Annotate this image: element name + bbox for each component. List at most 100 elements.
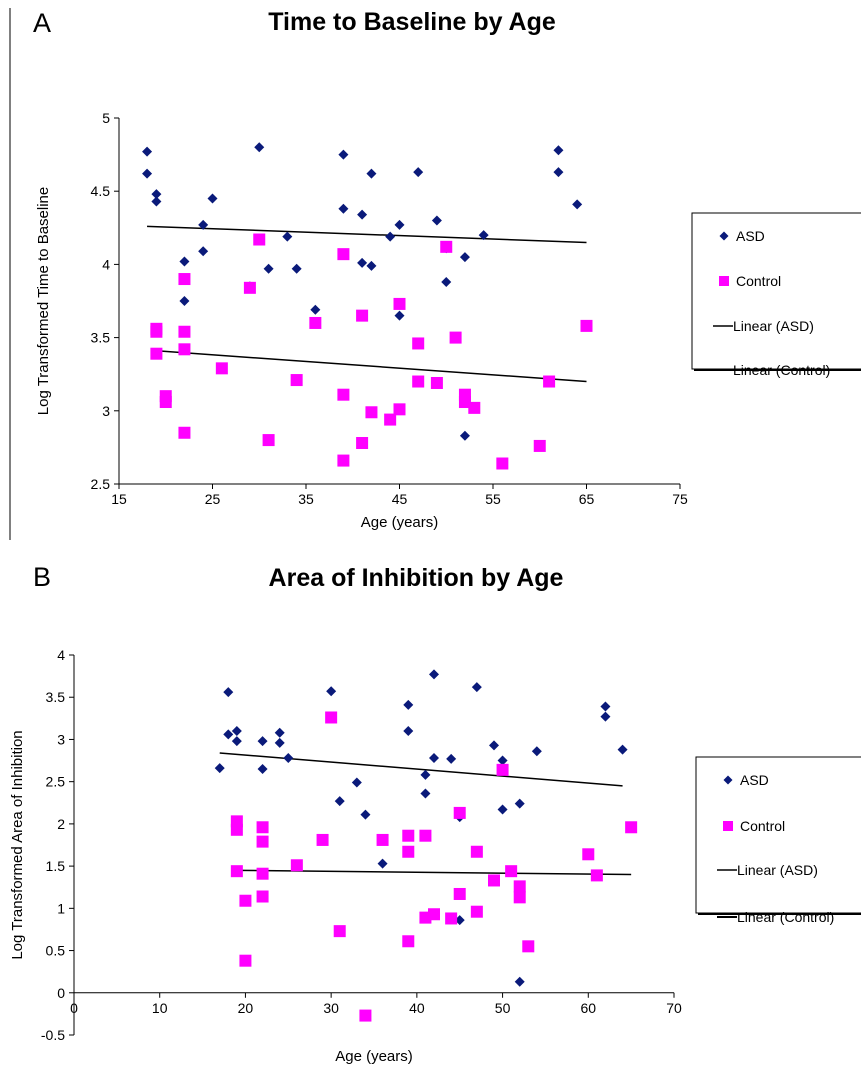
asd-point — [357, 209, 368, 220]
control-point — [440, 240, 453, 253]
control-point — [384, 413, 397, 426]
legend-control-marker — [723, 821, 733, 831]
asd-point — [413, 167, 424, 178]
asd-point — [326, 686, 337, 697]
legend-label: Linear (ASD) — [733, 318, 814, 334]
x-tick-label: 35 — [298, 491, 314, 507]
x-tick-label: 45 — [392, 491, 408, 507]
asd-point — [454, 915, 465, 926]
control-point — [522, 940, 535, 953]
asd-point — [471, 682, 482, 693]
asd-point — [600, 711, 611, 722]
asd-point — [420, 769, 431, 780]
asd-point — [489, 740, 499, 751]
legend-asd-marker — [723, 775, 733, 785]
asd-point — [151, 189, 162, 200]
asd-point — [459, 430, 470, 441]
asd-point — [179, 256, 190, 267]
x-tick-label: 40 — [409, 1000, 425, 1016]
x-tick-label: 75 — [672, 491, 688, 507]
x-tick-label: 50 — [495, 1000, 511, 1016]
control-point — [496, 763, 509, 776]
legend-label: ASD — [740, 772, 769, 788]
asd-point — [394, 310, 405, 321]
control-point — [468, 401, 481, 414]
asd-point — [531, 746, 542, 757]
control-point — [402, 829, 415, 842]
control-point — [256, 867, 269, 880]
control-point — [580, 319, 593, 332]
legend-label: Control — [740, 818, 785, 834]
control-point — [325, 711, 338, 724]
y-tick-label: 0.5 — [46, 943, 66, 959]
asd-point — [459, 252, 470, 263]
control-point — [178, 426, 191, 439]
control-point — [333, 925, 346, 938]
y-axis-label: Log Transformed Area of Inhibition — [9, 730, 26, 959]
asd-point — [142, 168, 153, 179]
asd-point — [231, 726, 242, 736]
control-point — [582, 848, 595, 861]
asd-point — [231, 736, 242, 747]
trendline-linear-asd — [219, 752, 623, 787]
x-tick-label: 15 — [111, 491, 127, 507]
y-tick-label: 3.5 — [91, 330, 111, 346]
legend-label: Linear (Control) — [737, 909, 834, 925]
y-tick-label: 2.5 — [46, 774, 66, 790]
chart-title: Area of Inhibition by Age — [269, 564, 564, 592]
legend-label: Linear (ASD) — [737, 862, 818, 878]
y-tick-label: 4 — [57, 647, 65, 663]
x-axis-label: Age (years) — [361, 514, 439, 531]
chart-area-of-inhibition: Area of Inhibition by Age -0.5 0 0.5 1 1.5 2 2.… — [9, 564, 861, 1065]
control-point — [445, 912, 458, 925]
y-tick-label: 4.5 — [91, 183, 111, 199]
asd-point — [420, 788, 431, 799]
asd-point — [257, 736, 268, 747]
control-point — [590, 869, 603, 882]
asd-point — [198, 219, 209, 230]
asd-point — [338, 149, 349, 160]
asd-point — [254, 142, 265, 153]
y-tick-label: 3 — [57, 731, 65, 747]
asd-point — [600, 701, 611, 712]
control-point — [625, 821, 638, 834]
control-point — [513, 891, 526, 904]
control-point — [178, 273, 191, 286]
control-point — [215, 362, 228, 375]
control-point — [402, 935, 415, 948]
control-point — [419, 829, 432, 842]
asd-point — [310, 304, 321, 315]
control-point — [430, 376, 443, 389]
x-tick-label: 55 — [485, 491, 501, 507]
asd-point — [223, 729, 234, 740]
control-point — [256, 835, 269, 848]
y-tick-label: 1.5 — [46, 858, 66, 874]
asd-point — [446, 753, 457, 764]
x-tick-label: 25 — [205, 491, 221, 507]
legend-label: ASD — [736, 228, 765, 244]
x-tick-label: 60 — [580, 1000, 596, 1016]
asd-point — [514, 976, 525, 987]
asd-point — [360, 809, 371, 820]
control-point — [230, 865, 243, 878]
y-tick-label: -0.5 — [41, 1027, 65, 1043]
control-point — [412, 375, 425, 388]
control-point — [243, 281, 256, 294]
legend-control-marker — [719, 276, 729, 286]
control-point — [412, 337, 425, 350]
asd-point — [223, 687, 234, 698]
legend-label: Control — [736, 273, 781, 289]
x-tick-label: 10 — [152, 1000, 168, 1016]
control-point — [356, 437, 369, 450]
asd-point — [198, 246, 209, 257]
asd-point — [617, 744, 628, 755]
control-point — [178, 343, 191, 356]
legend-asd-marker — [719, 231, 729, 241]
asd-point — [441, 276, 452, 287]
y-tick-label: 4 — [102, 256, 110, 272]
asd-point — [403, 726, 414, 736]
control-point — [230, 823, 243, 836]
y-tick-label: 0 — [57, 985, 65, 1001]
control-point — [239, 894, 252, 907]
control-point — [337, 454, 350, 467]
